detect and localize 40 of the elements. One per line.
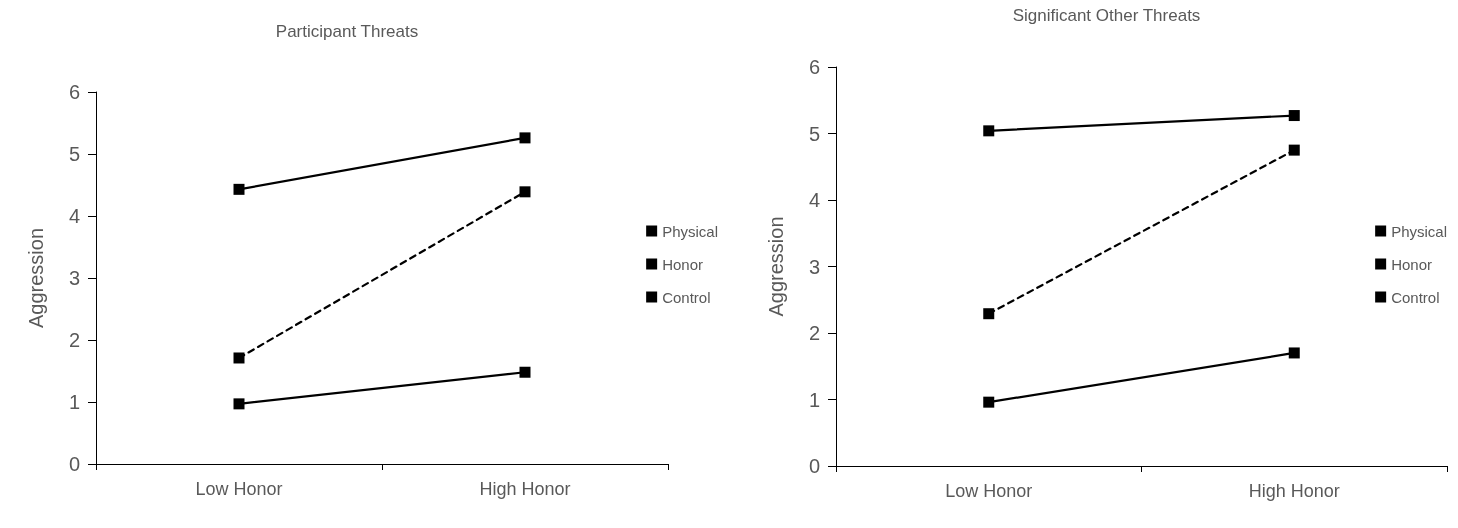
y-tick-label: 6 [808, 56, 820, 78]
y-axis-title: Aggression [25, 227, 47, 329]
point [233, 398, 245, 410]
y-tick-label: 5 [68, 143, 80, 165]
y-tick-label: 1 [808, 388, 820, 411]
legend-label: Physical [1391, 222, 1447, 240]
point [1288, 144, 1300, 156]
legend-label: Honor [1391, 255, 1432, 273]
y-tick-label: 3 [808, 255, 820, 278]
x-tick-label: High Honor [479, 479, 571, 499]
point [1288, 347, 1300, 359]
legend-label: Control [662, 288, 711, 306]
y-tick-label: 4 [808, 189, 820, 211]
y-tick-label: 2 [68, 329, 80, 351]
y-tick-label: 0 [808, 455, 820, 477]
point [519, 366, 531, 378]
chart-title: Significant Other Threats [1012, 6, 1201, 25]
chart-title: Participant Threats [275, 22, 419, 41]
point [519, 186, 531, 198]
point [233, 183, 245, 195]
y-tick-label: 1 [68, 391, 80, 413]
x-tick-label: Low Honor [945, 481, 1033, 501]
point [983, 396, 995, 408]
point [519, 132, 531, 144]
x-tick-label: High Honor [1248, 481, 1340, 501]
point [983, 308, 995, 320]
y-tick-label: 6 [68, 81, 80, 103]
legend-label: Honor [662, 255, 703, 273]
point [1288, 110, 1300, 122]
point [233, 352, 245, 364]
y-tick-label: 3 [68, 267, 80, 289]
legend-label: Physical [662, 222, 718, 240]
y-tick-label: 2 [808, 322, 820, 344]
y-axis-title: Aggression [765, 216, 787, 317]
x-tick-label: Low Honor [195, 479, 283, 499]
point [983, 125, 995, 137]
y-tick-label: 5 [808, 122, 820, 145]
y-tick-label: 0 [68, 453, 80, 475]
y-tick-label: 4 [68, 205, 80, 227]
legend-label: Control [1391, 288, 1440, 306]
